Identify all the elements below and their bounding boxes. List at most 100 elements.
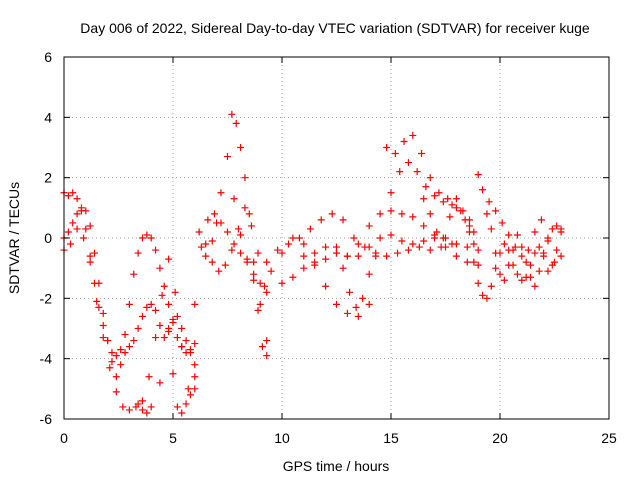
data-point (372, 252, 380, 260)
y-tick-label: 0 (44, 230, 52, 246)
data-point (191, 385, 199, 393)
data-point (173, 312, 181, 320)
y-axis-label: SDTVAR / TECUs (6, 182, 22, 294)
data-point (119, 403, 127, 411)
data-point (156, 264, 164, 272)
data-point (64, 228, 72, 236)
data-point (106, 364, 114, 372)
data-point (125, 406, 133, 414)
data-point (511, 243, 519, 251)
data-point (354, 240, 362, 248)
data-point (413, 168, 421, 176)
data-point (420, 237, 428, 245)
data-point (365, 243, 373, 251)
tick-labels: 0 5 10 15 20 25 -6 -4 -2 0 2 4 6 (40, 49, 617, 446)
data-point (339, 216, 347, 224)
data-points (60, 110, 565, 417)
data-point (300, 240, 308, 248)
data-point (376, 234, 384, 242)
data-point (278, 249, 286, 257)
data-point (169, 315, 177, 323)
data-point (463, 258, 471, 266)
series-11 (300, 207, 482, 269)
data-point (178, 409, 186, 417)
data-point (426, 246, 434, 254)
y-tick-label: 6 (44, 49, 52, 65)
data-point (535, 267, 543, 275)
data-point (492, 264, 500, 272)
data-point (86, 222, 94, 230)
data-point (130, 270, 138, 278)
data-point (191, 373, 199, 381)
data-point (359, 294, 367, 302)
data-point (531, 249, 539, 257)
data-point (125, 300, 133, 308)
data-point (208, 258, 216, 266)
data-point (346, 288, 354, 296)
data-point (134, 400, 142, 408)
y-tick-label: -6 (40, 411, 53, 427)
data-point (156, 379, 164, 387)
data-point (186, 349, 194, 357)
data-point (147, 403, 155, 411)
data-point (69, 219, 77, 227)
data-point (328, 210, 336, 218)
data-point (121, 349, 129, 357)
data-point (311, 249, 319, 257)
data-point (228, 246, 236, 254)
data-point (448, 201, 456, 209)
data-point (274, 246, 282, 254)
data-point (505, 246, 513, 254)
data-point (143, 231, 151, 239)
data-point (439, 234, 447, 242)
x-tick-label: 10 (274, 430, 290, 446)
data-point (263, 352, 271, 360)
data-point (195, 228, 203, 236)
data-point (409, 131, 417, 139)
data-point (479, 186, 487, 194)
data-point (156, 321, 164, 329)
data-point (548, 225, 556, 233)
data-point (354, 252, 362, 260)
data-point (306, 225, 314, 233)
series-0 (60, 189, 199, 360)
data-point (250, 270, 258, 278)
data-point (263, 258, 271, 266)
data-point (518, 252, 526, 260)
data-point (112, 352, 120, 360)
x-tick-label: 25 (601, 430, 617, 446)
series-10 (278, 234, 373, 320)
data-point (439, 198, 447, 206)
data-point (197, 243, 205, 251)
data-point (452, 204, 460, 212)
data-point (470, 258, 478, 266)
series-8 (263, 210, 456, 266)
y-tick-label: 4 (44, 109, 52, 125)
data-point (165, 300, 173, 308)
data-point (409, 240, 417, 248)
data-point (465, 222, 473, 230)
data-point (202, 240, 210, 248)
data-point (258, 343, 266, 351)
data-point (311, 258, 319, 266)
data-point (322, 282, 330, 290)
data-point (95, 279, 103, 287)
series-7 (228, 110, 271, 360)
data-point (210, 210, 218, 218)
data-point (117, 346, 125, 354)
data-point (130, 337, 138, 345)
data-point (396, 168, 404, 176)
data-point (343, 252, 351, 260)
data-point (254, 249, 262, 257)
data-point (365, 270, 373, 278)
data-point (86, 258, 94, 266)
data-point (365, 222, 373, 230)
data-point (418, 150, 426, 158)
data-point (247, 222, 255, 230)
data-point (398, 210, 406, 218)
data-point (104, 337, 112, 345)
data-point (173, 334, 181, 342)
data-point (551, 258, 558, 266)
data-point (365, 300, 373, 308)
